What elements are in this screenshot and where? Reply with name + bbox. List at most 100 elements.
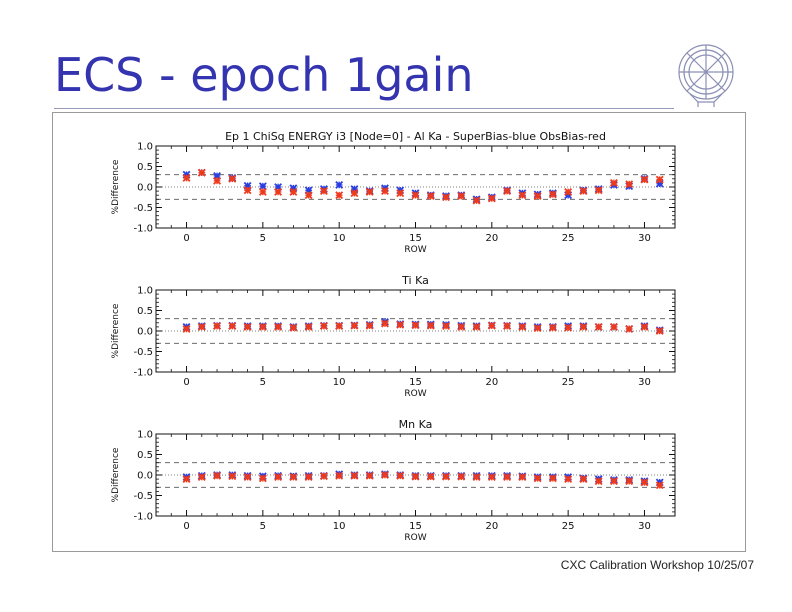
data-point-obsbias bbox=[518, 473, 527, 481]
data-point-obsbias bbox=[640, 322, 649, 331]
data-point-superbias bbox=[335, 181, 344, 189]
x-tick-label: 15 bbox=[409, 233, 422, 244]
y-tick-label: 0.0 bbox=[137, 471, 153, 482]
data-point-obsbias bbox=[610, 322, 618, 331]
chart-area: Ep 1 ChiSq ENERGY i3 [Node=0] - Al Ka - … bbox=[111, 130, 676, 543]
data-point-obsbias bbox=[197, 168, 206, 177]
y-tick-label: 0.5 bbox=[137, 450, 153, 461]
data-point-obsbias bbox=[610, 178, 618, 187]
footer-text: CXC Calibration Workshop 10/25/07 bbox=[560, 558, 754, 572]
data-point-obsbias bbox=[548, 474, 557, 483]
x-tick-label: 25 bbox=[562, 377, 575, 388]
data-point-obsbias bbox=[487, 194, 496, 203]
x-tick-label: 15 bbox=[409, 521, 422, 532]
data-point-superbias bbox=[258, 182, 267, 191]
data-point-obsbias bbox=[396, 471, 405, 480]
data-point-obsbias bbox=[396, 189, 405, 198]
data-point-obsbias bbox=[274, 187, 283, 196]
x-axis-label: ROW bbox=[404, 533, 426, 543]
data-point-obsbias bbox=[243, 186, 252, 195]
data-point-obsbias bbox=[213, 322, 221, 331]
data-point-obsbias bbox=[594, 322, 603, 331]
data-point-obsbias bbox=[289, 323, 298, 332]
data-point-obsbias bbox=[503, 473, 512, 481]
y-tick-label: -1.0 bbox=[133, 224, 153, 235]
data-point-obsbias bbox=[335, 191, 344, 200]
x-tick-label: 30 bbox=[638, 377, 651, 388]
data-point-obsbias bbox=[503, 187, 512, 196]
data-point-obsbias bbox=[472, 196, 481, 205]
data-point-obsbias bbox=[518, 191, 527, 200]
chart-title: Ti Ka bbox=[401, 274, 429, 287]
data-point-obsbias bbox=[396, 320, 405, 329]
data-point-obsbias bbox=[594, 477, 603, 486]
y-tick-label: -0.5 bbox=[133, 203, 153, 214]
data-point-obsbias bbox=[319, 472, 328, 481]
x-tick-label: 30 bbox=[638, 233, 651, 244]
data-point-obsbias bbox=[472, 473, 481, 481]
x-tick-label: 25 bbox=[562, 233, 575, 244]
data-point-obsbias bbox=[304, 473, 313, 481]
y-tick-label: -1.0 bbox=[133, 368, 153, 379]
x-tick-label: 10 bbox=[333, 521, 346, 532]
data-point-obsbias bbox=[655, 327, 664, 335]
chart-title: Mn Ka bbox=[399, 418, 433, 431]
y-tick-label: 1.0 bbox=[137, 430, 153, 441]
data-point-obsbias bbox=[564, 475, 573, 484]
data-point-obsbias bbox=[319, 322, 328, 331]
data-point-obsbias bbox=[258, 322, 267, 331]
x-tick-label: 0 bbox=[183, 377, 189, 388]
data-point-obsbias bbox=[533, 192, 542, 200]
data-point-obsbias bbox=[625, 477, 634, 486]
data-point-obsbias bbox=[579, 475, 588, 484]
data-point-obsbias bbox=[442, 193, 450, 202]
data-point-obsbias bbox=[182, 475, 191, 484]
x-tick-label: 5 bbox=[260, 521, 266, 532]
slide-title: ECS - epoch 1gain bbox=[54, 48, 474, 102]
data-point-obsbias bbox=[503, 322, 512, 331]
y-tick-label: 0.0 bbox=[137, 183, 153, 194]
data-point-obsbias bbox=[457, 192, 466, 200]
y-tick-label: -0.5 bbox=[133, 347, 153, 358]
data-point-obsbias bbox=[548, 190, 557, 199]
title-underline bbox=[54, 108, 674, 109]
data-point-obsbias bbox=[594, 186, 603, 195]
data-point-obsbias bbox=[426, 192, 435, 200]
data-point-obsbias bbox=[472, 322, 481, 331]
data-point-obsbias bbox=[487, 473, 496, 481]
y-tick-label: 1.0 bbox=[137, 286, 153, 297]
data-point-obsbias bbox=[350, 321, 359, 330]
x-tick-label: 0 bbox=[183, 233, 189, 244]
data-point-obsbias bbox=[457, 472, 466, 481]
data-point-obsbias bbox=[411, 472, 420, 481]
y-axis-label: %Difference bbox=[111, 447, 121, 502]
data-point-obsbias bbox=[258, 474, 267, 483]
chart-panel-2: Ti Ka 0 5 10 15 20 25 30 -1.0 -0.5 0.0 0.5 1.0 ROW %Di… bbox=[111, 274, 676, 399]
y-axis-label: %Difference bbox=[111, 303, 121, 358]
data-point-obsbias bbox=[365, 471, 374, 480]
y-tick-label: -1.0 bbox=[133, 512, 153, 523]
data-point-obsbias bbox=[365, 321, 374, 330]
data-point-obsbias bbox=[213, 471, 221, 480]
chart-panel-1: Ep 1 ChiSq ENERGY i3 [Node=0] - Al Ka - … bbox=[111, 130, 676, 255]
y-tick-label: 1.0 bbox=[137, 142, 153, 153]
data-point-obsbias bbox=[228, 472, 237, 481]
data-point-obsbias bbox=[655, 481, 664, 490]
data-point-obsbias bbox=[655, 175, 664, 184]
data-point-obsbias bbox=[579, 187, 588, 196]
x-tick-label: 5 bbox=[260, 233, 266, 244]
y-tick-label: 0.5 bbox=[137, 306, 153, 317]
y-axis-label: %Difference bbox=[111, 159, 121, 214]
data-point-obsbias bbox=[457, 322, 466, 331]
data-point-obsbias bbox=[533, 474, 542, 483]
chart-panel-3: Mn Ka 0 5 10 15 20 25 30 -1.0 -0.5 0.0 0.5 1.0 ROW %Di… bbox=[111, 418, 676, 543]
data-point-obsbias bbox=[228, 174, 237, 183]
data-point-obsbias bbox=[274, 473, 283, 481]
x-tick-label: 10 bbox=[333, 233, 346, 244]
data-point-obsbias bbox=[274, 322, 283, 331]
data-point-obsbias bbox=[442, 472, 450, 481]
data-point-obsbias bbox=[228, 322, 237, 331]
x-tick-label: 20 bbox=[485, 233, 498, 244]
y-tick-label: 0.5 bbox=[137, 162, 153, 173]
data-point-obsbias bbox=[533, 324, 542, 333]
